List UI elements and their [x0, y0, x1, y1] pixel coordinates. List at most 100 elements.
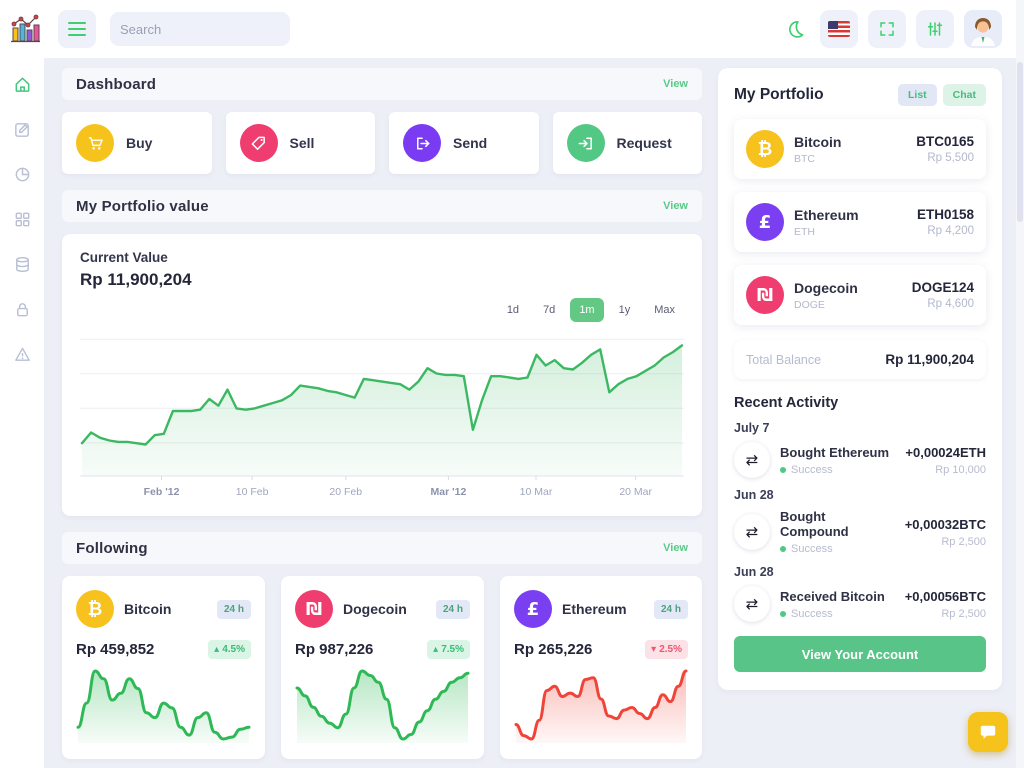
following-card-dogecoin[interactable]: ₪ Dogecoin 24 h Rp 987,226 ▴ 7.5% [281, 576, 484, 759]
activity-value: Rp 2,500 [941, 607, 986, 620]
x-tick-label: 10 Mar [519, 486, 553, 498]
current-value: Rp 11,900,204 [80, 270, 192, 289]
view-account-button[interactable]: View Your Account [734, 636, 986, 672]
dashboard-view-link[interactable]: View [663, 78, 688, 90]
change-badge: ▾ 2.5% [645, 640, 688, 659]
asset-ticker: BTC [794, 152, 815, 165]
profile-avatar[interactable] [964, 10, 1002, 48]
range-7d[interactable]: 7d [534, 298, 564, 322]
following-card-bitcoin[interactable]: ₿ Bitcoin 24 h Rp 459,852 ▴ 4.5% [62, 576, 265, 759]
buy-button[interactable]: Buy [62, 112, 212, 174]
scrollbar-thumb[interactable] [1017, 62, 1023, 222]
sidebar-item-apps[interactable] [12, 209, 32, 229]
change-value: 7.5% [441, 644, 464, 655]
tag-icon [239, 124, 278, 162]
logo-chart-icon [11, 14, 40, 43]
list-tab[interactable]: List [897, 84, 937, 106]
fullscreen-button[interactable] [868, 10, 906, 48]
dogecoin-sparkline-chart [295, 667, 470, 743]
sell-button[interactable]: Sell [225, 112, 375, 174]
activity-value: Rp 10,000 [935, 463, 986, 476]
range-max[interactable]: Max [645, 298, 684, 322]
dogecoin-icon: ₪ [746, 276, 784, 314]
topbar-actions [780, 10, 1002, 48]
arrow-up-icon: ▴ [214, 644, 220, 655]
x-tick-label: Mar '12 [430, 486, 467, 498]
arrow-down-icon: ▾ [651, 644, 657, 655]
activity-row[interactable]: ⇄ Bought Compound Success +0,00032BTC Rp… [734, 509, 986, 555]
sidebar-item-reports[interactable] [12, 164, 32, 184]
x-tick-label: Feb '12 [143, 486, 180, 498]
activity-row[interactable]: ⇄ Bought Ethereum Success +0,00024ETH Rp… [734, 442, 986, 478]
activity-date: Jun 28 [734, 565, 774, 579]
search-input[interactable] [120, 21, 296, 37]
sidebar-item-edit[interactable] [12, 119, 32, 139]
search-box[interactable] [110, 12, 296, 46]
activity-value: Rp 2,500 [941, 535, 986, 548]
x-tick-label: 10 Feb [235, 486, 269, 498]
activity-amount: +0,00056BTC [904, 588, 986, 604]
chat-bubble-icon [980, 725, 996, 739]
us-flag-icon [828, 21, 850, 37]
action-label: Request [616, 135, 672, 151]
settings-button[interactable] [916, 10, 954, 48]
cart-icon [76, 124, 114, 162]
range-1y[interactable]: 1y [610, 298, 640, 322]
edit-icon [14, 122, 29, 137]
sidebar-item-security[interactable] [12, 299, 32, 319]
scrollbar[interactable] [1016, 0, 1024, 768]
section-title: My Portfolio value [76, 197, 209, 215]
asset-name: Bitcoin [794, 133, 842, 150]
activity-title-text: Bought Ethereum [780, 444, 890, 460]
send-icon [403, 124, 441, 162]
chat-fab-button[interactable] [968, 712, 1008, 752]
request-button[interactable]: Request [552, 112, 702, 174]
send-button[interactable]: Send [389, 112, 539, 174]
activity-status: Success [791, 463, 833, 476]
activity-amount: +0,00032BTC [904, 516, 986, 532]
moon-icon [789, 21, 804, 38]
dark-mode-toggle[interactable] [780, 10, 810, 48]
following-header: Following View [62, 532, 702, 564]
bitcoin-sparkline-chart [76, 667, 251, 743]
range-selector: 1d 7d 1m 1y Max [80, 298, 684, 322]
app-logo[interactable] [8, 12, 42, 46]
activity-row[interactable]: ⇄ Received Bitcoin Success +0,00056BTC R… [734, 586, 986, 622]
timeframe-badge: 24 h [435, 599, 470, 619]
language-button[interactable] [820, 10, 858, 48]
following-card-ethereum[interactable]: £ Ethereum 24 h Rp 265,226 ▾ 2.5% [500, 576, 702, 759]
range-1d[interactable]: 1d [498, 298, 528, 322]
sidebar [0, 58, 44, 768]
lock-icon [16, 302, 28, 316]
coin-value: Rp 987,226 [295, 641, 374, 658]
asset-row-bitcoin[interactable]: ₿ Bitcoin BTC BTC0165 Rp 5,500 [734, 119, 986, 179]
asset-value: Rp 5,500 [927, 152, 974, 164]
menu-toggle-button[interactable] [58, 10, 96, 48]
following-view-link[interactable]: View [663, 542, 688, 554]
action-label: Sell [289, 135, 315, 151]
total-balance-value: Rp 11,900,204 [885, 352, 974, 367]
asset-row-ethereum[interactable]: £ Ethereum ETH ETH0158 Rp 4,200 [734, 192, 986, 252]
alert-triangle-icon [14, 347, 30, 361]
swap-icon: ⇄ [734, 586, 770, 622]
asset-ticker: DOGE [794, 298, 825, 311]
activity-title-text: Received Bitcoin [780, 588, 885, 604]
coin-name: Bitcoin [124, 601, 172, 617]
chat-tab[interactable]: Chat [942, 84, 986, 106]
action-label: Send [453, 135, 488, 151]
asset-code: BTC0165 [916, 134, 974, 149]
asset-row-dogecoin[interactable]: ₪ Dogecoin DOGE DOGE124 Rp 4,600 [734, 265, 986, 325]
panel-title: My Portfolio [734, 86, 824, 103]
activity-amount: +0,00024ETH [905, 444, 986, 460]
activity-date: July 7 [734, 421, 770, 435]
asset-name: Dogecoin [794, 279, 858, 296]
sidebar-item-home[interactable] [12, 74, 32, 94]
total-balance-row: Total Balance Rp 11,900,204 [734, 340, 986, 379]
activity-status: Success [791, 607, 833, 620]
coin-value: Rp 265,226 [514, 641, 593, 658]
sidebar-item-database[interactable] [12, 254, 32, 274]
range-1m[interactable]: 1m [570, 298, 604, 322]
portfolio-value-view-link[interactable]: View [663, 200, 688, 212]
home-icon [15, 77, 29, 92]
sidebar-item-alerts[interactable] [12, 344, 32, 364]
